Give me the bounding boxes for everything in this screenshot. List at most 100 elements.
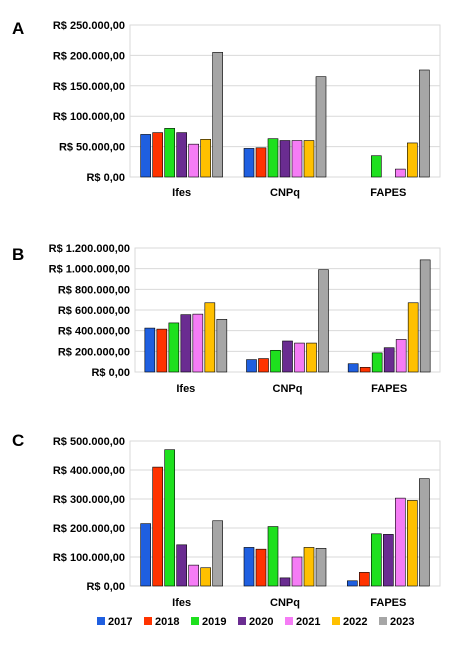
category-label: FAPES [370,187,406,199]
bar [152,132,163,178]
bar [243,148,255,178]
bar [294,342,305,373]
bar [140,523,151,587]
bar [395,497,406,587]
bar [212,52,223,178]
legend-entry: 2022 [343,616,367,628]
y-tick-label: R$ 300.000,00 [53,494,125,506]
bar [243,547,255,587]
y-tick-label: R$ 50.000,00 [59,142,125,154]
bar [347,363,359,373]
legend: 2017 2018 2019 2020 2021 2022 2023 [97,616,414,628]
bar [318,269,329,373]
bar [371,155,382,178]
bar [347,580,358,587]
bar [258,358,269,373]
legend-swatch [238,617,246,625]
bar [291,556,303,587]
bar [188,143,199,178]
y-tick-label: R$ 600.000,00 [58,305,130,317]
bar [200,139,211,178]
bar [212,520,223,587]
y-tick-label: R$ 500.000,00 [53,436,125,448]
bar [383,347,395,373]
y-tick-label: R$ 400.000,00 [58,326,130,338]
chart-panel-b: B R$ 0,00 R$ 200.000,00 R$ 400.000,00 R$ 600… [12,243,441,395]
bar [140,134,151,178]
bar [216,318,228,373]
panel-label: A [12,19,24,38]
bar [303,547,315,587]
bar [419,259,431,373]
bar [180,314,192,373]
bar [371,352,383,373]
bar [282,340,293,373]
bar [164,128,175,178]
chart-panel-a: A R$ 0,00 R$ 50.000,00 R$ 100.000,00 R$ 150.… [12,19,441,199]
bar [395,339,407,373]
category-label: Ifes [176,383,195,395]
bar [315,76,327,178]
category-label: FAPES [370,597,406,609]
y-tick-label: R$ 0,00 [91,367,130,379]
bar [395,168,406,178]
category-label: CNPq [270,187,300,199]
bar [255,548,267,587]
bar [176,544,187,587]
bar [359,572,370,587]
bar [267,138,279,178]
y-tick-label: R$ 0,00 [86,172,125,184]
bar [279,140,291,178]
bar [156,328,168,373]
bar [204,302,216,373]
y-tick-label: R$ 1.200.000,00 [49,243,130,255]
bar [152,466,163,587]
bar [188,564,199,587]
category-label: FAPES [371,383,407,395]
bar [176,132,187,178]
bar [168,322,180,373]
bar [371,533,382,587]
legend-swatch [379,617,387,625]
category-label: Ifes [172,187,191,199]
category-label: Ifes [172,597,191,609]
y-tick-label: R$ 100.000,00 [53,111,125,123]
legend-entry: 2017 [108,616,132,628]
bar [164,449,175,587]
legend-entry: 2018 [155,616,179,628]
category-label: CNPq [273,383,303,395]
y-tick-label: R$ 800.000,00 [58,284,130,296]
bar [144,327,156,373]
y-tick-label: R$ 200.000,00 [58,346,130,358]
legend-swatch [285,617,293,625]
legend-entry: 2021 [296,616,320,628]
bar [407,142,418,178]
bar [306,342,317,373]
y-tick-label: R$ 100.000,00 [53,552,125,564]
legend-entry: 2020 [249,616,273,628]
legend-swatch [191,617,199,625]
legend-swatch [332,617,340,625]
bar [407,302,419,373]
panel-label: C [12,431,24,450]
bar [303,140,315,178]
y-tick-label: R$ 400.000,00 [53,465,125,477]
bar [291,140,303,178]
bar [255,147,267,178]
bar [246,359,257,373]
bar [192,313,204,373]
y-tick-label: R$ 1.000.000,00 [49,264,130,276]
bar [315,547,327,587]
panel-label: B [12,245,24,264]
legend-entry: 2023 [390,616,414,628]
y-tick-label: R$ 0,00 [86,581,125,593]
bar [267,526,279,587]
chart-panel-c: C R$ 0,00 R$ 100.000,00 R$ 200.000,00 R$ 300… [12,431,441,609]
bar [270,349,281,373]
y-tick-label: R$ 150.000,00 [53,81,125,93]
bar [383,534,394,587]
y-tick-label: R$ 200.000,00 [53,523,125,535]
bar [407,500,418,587]
legend-swatch [97,617,105,625]
